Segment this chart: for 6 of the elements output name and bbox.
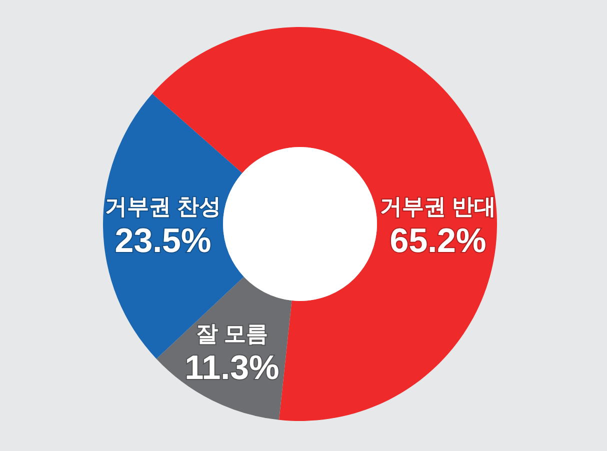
data-label: 11.3% — [184, 349, 280, 387]
slice-label: 거부권 반대 — [380, 194, 496, 219]
slice-label: 거부권 찬성 — [104, 194, 222, 219]
slice-label: 잘 모름 — [196, 321, 268, 346]
data-label: 23.5% — [114, 222, 212, 260]
data-label: 65.2% — [390, 222, 486, 260]
